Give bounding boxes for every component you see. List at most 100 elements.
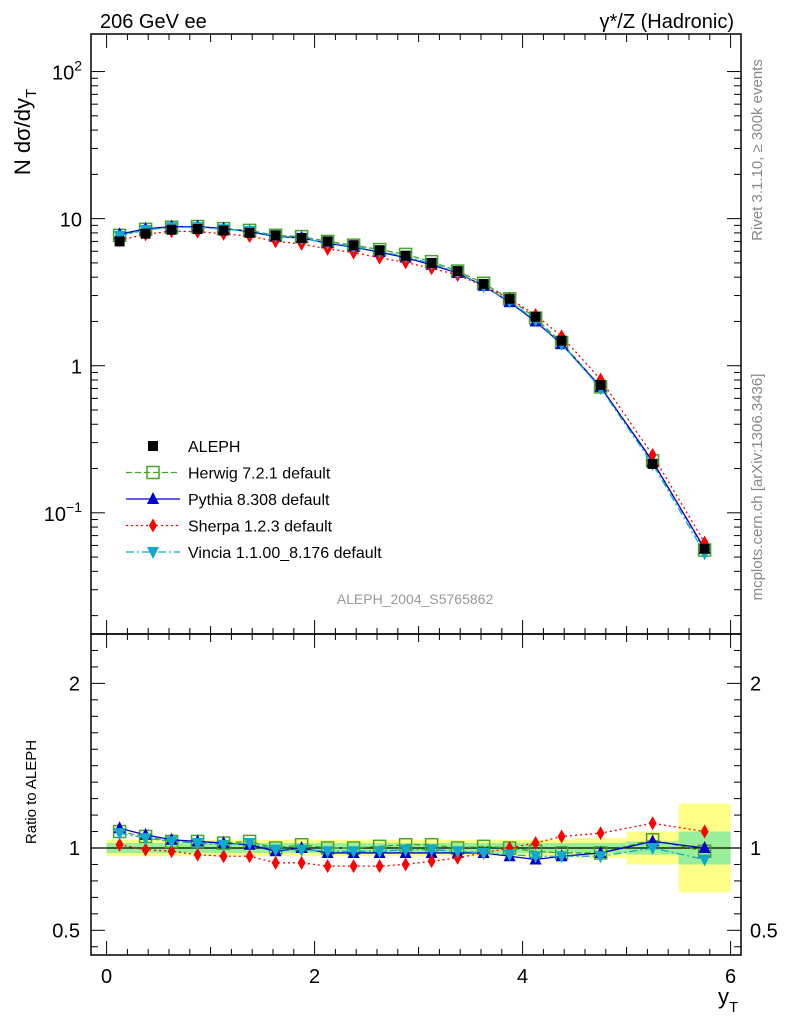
series-point-main-2-19 [648,447,657,462]
legend: ALEPH Herwig 7.2.1 default Pythia 8.308 de… [126,439,382,562]
series-point-ratio-2-11 [401,857,410,872]
series-point-ratio-2-10 [375,859,384,874]
x-tick-label-1: 2 [309,966,320,988]
x-tick-label-3: 6 [725,966,736,988]
series-point-ratio-2-7 [297,855,306,870]
legend-marker-3 [149,518,157,533]
data-point-19 [647,458,658,469]
series-point-ratio-3-3 [191,838,204,851]
series-point-ratio-3-8 [321,846,334,859]
data-point-5 [244,227,255,238]
axis-ticks [91,34,741,955]
y-axis-label: N dσ/dyT [10,89,40,175]
data-point-20 [699,543,710,554]
x-tick-label-2: 4 [517,966,528,988]
legend-marker-4 [147,547,159,559]
series-point-ratio-2-17 [557,829,566,844]
ratio-y-tick-label-left-1: 1 [69,838,80,860]
legend-label-3: Sherpa 1.2.3 default [188,519,333,536]
legend-marker-0 [148,441,158,451]
series-point-ratio-3-9 [347,846,360,859]
series-point-ratio-3-10 [373,846,386,859]
ratio-y-tick-label-right-0: 0.5 [750,920,778,942]
data-point-8 [322,236,333,247]
side-label-mcplots: mcplots.cern.ch [arXiv:1306.3436] [749,374,766,601]
data-point-6 [270,230,281,241]
y-tick-label-1: 10 [60,210,82,232]
side-label-rivet: Rivet 3.1.10, ≥ 300k events [749,59,766,241]
aleph-data-points [114,224,710,554]
series-point-ratio-3-2 [165,836,178,849]
series-point-ratio-2-18 [596,826,605,841]
y-tick-label-2: 1 [71,357,82,379]
ratio-y-tick-label-left-2: 2 [69,673,80,695]
series-point-ratio-2-20 [700,824,709,839]
series-point-ratio-3-17 [555,851,568,864]
x-axis-label-sub: T [729,999,738,1016]
series-point-ratio-3-6 [269,844,282,857]
series-point-ratio-2-6 [271,855,280,870]
series-point-ratio-2-9 [349,859,358,874]
series-point-ratio-1-20 [698,841,711,853]
series-point-ratio-2-3 [193,847,202,862]
data-point-1 [140,228,151,239]
series-point-ratio-2-5 [245,849,254,864]
main-series-group [112,219,712,561]
ratio-y-tick-label-right-2: 2 [750,673,761,695]
data-point-0 [114,236,125,247]
ratio-y-tick-label-left-0: 0.5 [52,920,80,942]
y-axis-label-sub: T [23,89,40,98]
x-tick-label-0: 0 [101,966,112,988]
tick-labels: 0 2 4 6 102 10 1 10−1 0.5 0.5 1 1 2 2 [44,58,778,988]
legend-label-2: Pythia 8.308 default [188,492,330,509]
data-point-13 [452,266,463,277]
series-point-ratio-3-19 [646,843,659,855]
data-point-3 [192,224,203,235]
data-point-16 [530,311,541,322]
series-point-ratio-3-15 [503,849,516,862]
series-point-ratio-3-18 [594,851,607,864]
legend-label-4: Vincia 1.1.00_8.176 default [188,545,382,562]
legend-label-1: Herwig 7.2.1 default [188,466,331,483]
plot-frames [90,33,742,956]
series-point-ratio-2-0 [115,837,124,852]
data-point-12 [426,257,437,268]
analysis-label: ALEPH_2004_S5765862 [337,591,494,607]
series-point-ratio-3-4 [217,839,230,852]
series-point-ratio-3-7 [295,844,308,857]
ratio-y-axis-label: Ratio to ALEPH [23,740,40,844]
y-tick-label-0: 102 [52,58,82,85]
data-point-15 [504,293,515,304]
x-axis-label: yT [718,984,738,1016]
data-point-18 [595,379,606,390]
ratio-frame [90,633,742,956]
series-point-ratio-3-11 [399,844,412,857]
series-point-ratio-3-14 [477,847,490,860]
series-point-ratio-2-1 [141,842,150,857]
main-frame [90,33,742,635]
series-point-ratio-2-16 [531,836,540,851]
data-point-11 [400,250,411,261]
series-point-ratio-2-8 [323,859,332,874]
legend-marker-1 [146,465,160,480]
ratio-series-group [112,816,712,874]
series-point-ratio-2-12 [427,854,436,869]
series-point-ratio-3-13 [451,846,464,859]
series-point-ratio-3-16 [529,851,542,864]
ratio-y-tick-label-right-1: 1 [750,838,761,860]
series-point-ratio-3-0 [113,828,126,841]
y-tick-label-3: 10−1 [44,499,82,526]
series-point-ratio-3-12 [425,844,438,857]
data-point-9 [348,240,359,251]
data-point-17 [556,335,567,346]
series-point-ratio-2-19 [648,816,657,831]
series-point-ratio-2-2 [167,844,176,859]
data-point-14 [478,278,489,289]
series-point-ratio-3-20 [698,854,711,867]
data-point-10 [374,245,385,256]
title-left: 206 GeV ee [100,11,207,33]
data-point-2 [166,224,177,235]
series-point-ratio-3-1 [139,833,152,846]
data-point-7 [296,232,307,243]
